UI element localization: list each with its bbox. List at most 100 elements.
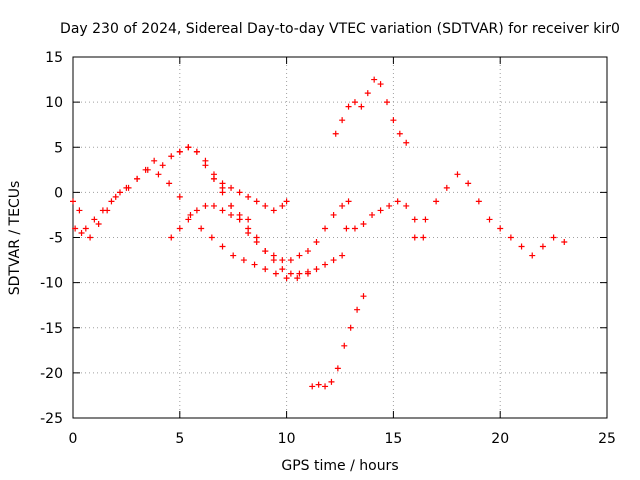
data-point <box>219 207 226 214</box>
data-point <box>518 243 525 250</box>
data-point <box>72 225 79 232</box>
data-point <box>322 261 329 268</box>
data-point <box>386 202 393 209</box>
y-tick-label: -5 <box>49 231 63 247</box>
data-point <box>351 225 358 232</box>
series-track-i <box>411 171 568 259</box>
series-track-h <box>343 198 427 241</box>
data-point <box>70 198 76 205</box>
data-point <box>210 175 217 182</box>
data-point <box>345 198 352 205</box>
data-point <box>330 257 337 264</box>
data-point <box>253 239 260 246</box>
data-point <box>168 234 175 241</box>
x-axis-label: GPS time / hours <box>281 458 398 474</box>
data-point <box>279 202 286 209</box>
x-tick-label: 10 <box>278 431 296 447</box>
data-point <box>210 202 217 209</box>
data-point <box>228 211 235 218</box>
data-point <box>396 130 403 137</box>
data-point <box>240 257 247 264</box>
data-point <box>309 383 316 390</box>
data-point <box>550 234 557 241</box>
data-point <box>270 252 277 259</box>
data-point <box>343 225 350 232</box>
data-point <box>561 239 568 246</box>
series-track-e <box>210 175 290 214</box>
data-point <box>134 175 141 182</box>
data-point <box>176 225 183 232</box>
data-point <box>347 324 354 331</box>
data-point <box>230 252 237 259</box>
data-point <box>236 189 243 196</box>
data-point <box>159 162 166 169</box>
data-point <box>202 162 209 169</box>
data-point <box>198 225 205 232</box>
data-point <box>341 342 348 349</box>
data-point <box>358 103 365 110</box>
chart-title: Day 230 of 2024, Sidereal Day-to-day VTE… <box>60 21 620 37</box>
data-point <box>193 207 200 214</box>
data-point <box>155 171 162 178</box>
data-point <box>95 220 102 227</box>
data-point <box>228 202 235 209</box>
data-point <box>82 225 89 232</box>
data-point <box>245 229 252 236</box>
x-tick-label: 20 <box>491 431 509 447</box>
data-point <box>443 184 450 191</box>
data-point <box>351 99 358 106</box>
series-track-g <box>309 293 367 390</box>
data-point <box>360 220 367 227</box>
data-point <box>304 248 311 255</box>
data-point <box>151 157 158 164</box>
data-point <box>253 198 260 205</box>
data-point <box>208 234 215 241</box>
data-point <box>465 180 472 187</box>
data-point <box>279 257 286 264</box>
data-point <box>390 117 397 124</box>
data-point <box>322 225 329 232</box>
data-point <box>304 268 311 275</box>
data-point <box>330 211 337 218</box>
data-point <box>116 189 123 196</box>
data-point <box>262 248 269 255</box>
data-point <box>176 193 183 200</box>
data-point <box>322 383 329 390</box>
data-point <box>185 144 192 151</box>
data-point <box>296 270 303 277</box>
x-tick-label: 5 <box>175 431 184 447</box>
data-point <box>202 202 209 209</box>
data-point <box>123 184 130 191</box>
y-tick-label: -10 <box>40 276 63 292</box>
data-point <box>403 139 410 146</box>
data-point <box>354 306 361 313</box>
data-point <box>411 216 418 223</box>
x-tick-label: 25 <box>598 431 616 447</box>
x-axis-ticks: 0 5 10 15 20 25 <box>69 57 616 447</box>
data-point <box>296 252 303 259</box>
data-point <box>245 216 252 223</box>
data-point <box>176 148 183 155</box>
data-point <box>262 202 269 209</box>
data-point <box>236 216 243 223</box>
data-point <box>454 171 461 178</box>
data-point <box>219 243 226 250</box>
y-tick-label: -20 <box>40 366 63 382</box>
data-point <box>539 243 546 250</box>
data-point <box>403 202 410 209</box>
y-axis-ticks: 15 10 5 0 -5 -10 -15 -20 -25 <box>40 50 607 427</box>
data-point <box>339 202 346 209</box>
data-point <box>166 180 173 187</box>
data-point <box>383 99 390 106</box>
data-point <box>78 229 85 236</box>
data-point <box>345 103 352 110</box>
x-tick-label: 15 <box>384 431 402 447</box>
data-points <box>70 76 568 390</box>
data-point <box>283 275 290 282</box>
data-point <box>360 293 367 300</box>
series-track-d <box>176 144 352 264</box>
grid-lines <box>73 57 607 418</box>
data-point <box>283 198 290 205</box>
